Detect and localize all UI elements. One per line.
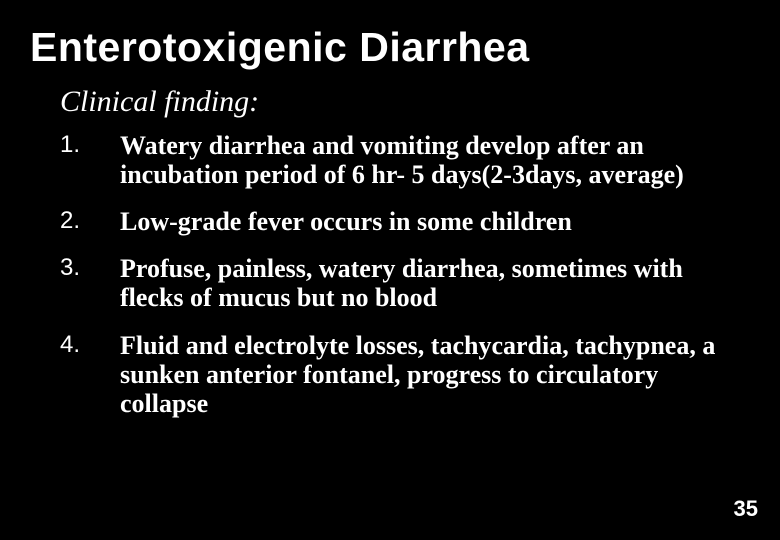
slide: Enterotoxigenic Diarrhea Clinical findin… — [0, 0, 780, 540]
list-item: 2. Low-grade fever occurs in some childr… — [60, 207, 720, 236]
list-item: 1. Watery diarrhea and vomiting develop … — [60, 131, 720, 189]
numbered-list: 1. Watery diarrhea and vomiting develop … — [60, 131, 720, 418]
list-number: 2. — [60, 207, 120, 236]
list-number: 4. — [60, 331, 120, 418]
list-number: 1. — [60, 131, 120, 189]
slide-title: Enterotoxigenic Diarrhea — [30, 20, 750, 77]
list-text: Watery diarrhea and vomiting develop aft… — [120, 131, 720, 189]
list-text: Profuse, painless, watery diarrhea, some… — [120, 254, 720, 312]
slide-subheading: Clinical finding: — [60, 85, 750, 119]
list-item: 3. Profuse, painless, watery diarrhea, s… — [60, 254, 720, 312]
page-number: 35 — [734, 496, 758, 522]
list-item: 4. Fluid and electrolyte losses, tachyca… — [60, 331, 720, 418]
list-text: Low-grade fever occurs in some children — [120, 207, 572, 236]
list-number: 3. — [60, 254, 120, 312]
list-text: Fluid and electrolyte losses, tachycardi… — [120, 331, 720, 418]
